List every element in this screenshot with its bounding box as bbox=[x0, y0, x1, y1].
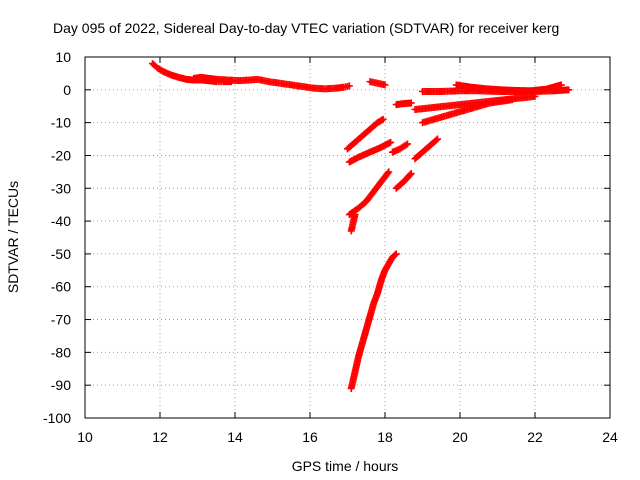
plot-frame bbox=[84, 56, 611, 419]
data-point bbox=[345, 82, 353, 90]
data-point bbox=[565, 86, 573, 94]
series-arc-7 bbox=[419, 96, 516, 127]
x-axis-label: GPS time / hours bbox=[292, 458, 399, 474]
y-tick-label: -100 bbox=[43, 410, 71, 426]
data-point bbox=[379, 115, 387, 123]
series-arc-11 bbox=[389, 140, 411, 156]
data-point bbox=[387, 138, 395, 146]
grid bbox=[85, 57, 610, 418]
data-point bbox=[407, 170, 415, 178]
data-point bbox=[509, 96, 516, 104]
y-tick-label: -10 bbox=[51, 115, 71, 131]
y-axis-label: SDTVAR / TECUs bbox=[5, 181, 21, 293]
data-point-fill bbox=[391, 251, 399, 259]
series-arc-8 bbox=[392, 99, 415, 109]
data-point-fill bbox=[384, 169, 392, 177]
series-arc-12 bbox=[411, 135, 441, 163]
data-point bbox=[407, 99, 415, 107]
y-tick-label: -70 bbox=[51, 312, 71, 328]
series-arc-15 bbox=[347, 211, 359, 235]
chart-title: Day 095 of 2022, Sidereal Day-to-day VTE… bbox=[53, 20, 559, 36]
data-point bbox=[404, 140, 411, 148]
data-point-fill bbox=[432, 136, 440, 144]
y-tick-label: 0 bbox=[63, 82, 71, 98]
series-arc-3 bbox=[366, 78, 389, 89]
series-arc-13 bbox=[392, 170, 415, 192]
series-arc-14 bbox=[345, 168, 393, 219]
y-tick-label: -90 bbox=[51, 377, 71, 393]
y-tick-label: -40 bbox=[51, 213, 71, 229]
y-tick-label: 10 bbox=[55, 49, 71, 65]
y-tick-label: -20 bbox=[51, 147, 71, 163]
data-point bbox=[381, 81, 389, 89]
series-arc-16 bbox=[347, 250, 400, 392]
data-point bbox=[392, 250, 400, 258]
x-tick-label: 18 bbox=[377, 429, 393, 445]
x-tick-label: 24 bbox=[602, 429, 618, 445]
data-point bbox=[434, 135, 441, 143]
data-point bbox=[531, 92, 539, 100]
x-tick-label: 16 bbox=[302, 429, 318, 445]
y-tick-label: -30 bbox=[51, 180, 71, 196]
series-arc-2 bbox=[190, 73, 353, 93]
x-tick-label: 12 bbox=[152, 429, 168, 445]
data-point-fill bbox=[406, 171, 414, 179]
x-tick-label: 20 bbox=[452, 429, 468, 445]
y-tick-label: -80 bbox=[51, 344, 71, 360]
data-point-fill bbox=[378, 116, 386, 124]
series-arc-5 bbox=[452, 81, 565, 95]
data-point bbox=[351, 211, 359, 219]
series-arc-10 bbox=[345, 138, 395, 166]
y-tick-label: -60 bbox=[51, 279, 71, 295]
series-arc-9 bbox=[344, 115, 387, 153]
data-points bbox=[149, 60, 573, 392]
data-point bbox=[385, 168, 393, 176]
data-point bbox=[557, 81, 565, 89]
x-tick-label: 22 bbox=[527, 429, 543, 445]
x-tick-label: 10 bbox=[77, 429, 93, 445]
axis-ticks: 10 12 14 16 18 20 22 24 10 0 -10 -20 -30 -40 -50 -60 -70… bbox=[43, 49, 618, 445]
y-tick-label: -50 bbox=[51, 246, 71, 262]
data-point-fill bbox=[402, 141, 410, 149]
x-tick-label: 14 bbox=[227, 429, 243, 445]
